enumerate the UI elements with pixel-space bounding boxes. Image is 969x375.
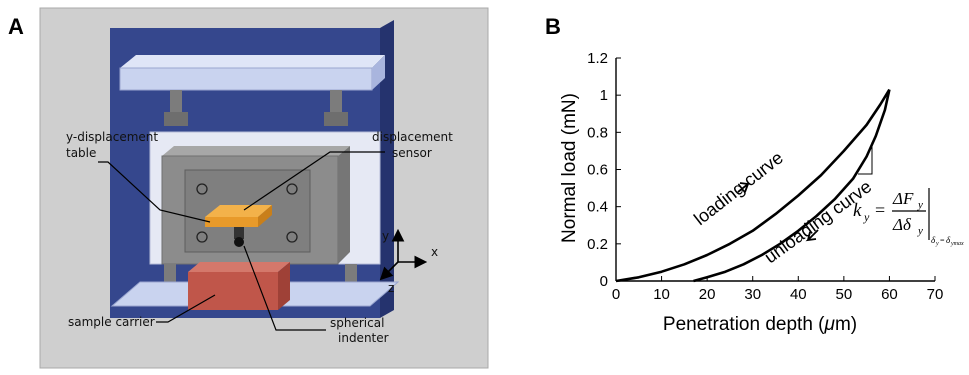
x-tick-label: 50 bbox=[836, 286, 853, 303]
screw-3 bbox=[196, 231, 208, 243]
eq-dF-sub: y bbox=[917, 199, 923, 211]
y-tick-label: 0.6 bbox=[587, 162, 608, 179]
axis-label-z: z bbox=[388, 281, 394, 295]
screw-4 bbox=[286, 231, 298, 243]
top-nut-right bbox=[324, 112, 348, 126]
block-top bbox=[162, 146, 350, 156]
unloading-arrow bbox=[805, 229, 819, 242]
y-tick-label: 0 bbox=[600, 273, 608, 290]
label-sensor: sensor bbox=[392, 146, 432, 160]
leader-sensor bbox=[243, 151, 385, 211]
label-sample-carrier: sample carrier bbox=[68, 315, 155, 329]
block-side bbox=[338, 146, 350, 264]
eq-equals: = bbox=[875, 200, 885, 220]
label-y-displacement: y-displacement bbox=[66, 130, 158, 144]
slope-triangle bbox=[858, 142, 873, 175]
x-tick-label: 10 bbox=[653, 286, 670, 303]
sample-top bbox=[188, 262, 290, 272]
x-tick-label: 60 bbox=[881, 286, 898, 303]
x-tick-label: 70 bbox=[927, 286, 944, 303]
label-displacement: displacement bbox=[372, 130, 453, 144]
y-tick-label: 1.2 bbox=[587, 50, 608, 67]
eq-dd: Δδ bbox=[892, 215, 912, 234]
eq-cond-sub2: ymax bbox=[950, 241, 964, 247]
x-tick-label: 30 bbox=[744, 286, 761, 303]
x-tick-label: 0 bbox=[612, 286, 620, 303]
y-tick-label: 0.2 bbox=[587, 236, 608, 253]
indenter-stem bbox=[234, 227, 244, 239]
loading-arrow bbox=[737, 182, 751, 193]
unloading-curve bbox=[693, 89, 891, 283]
top-plate-top bbox=[120, 55, 385, 68]
table-side bbox=[258, 205, 272, 227]
eq-cond-sub1: y bbox=[935, 241, 939, 247]
panel-a-letter: A bbox=[8, 14, 24, 39]
indenter-sphere bbox=[234, 237, 244, 247]
top-post-left bbox=[170, 90, 182, 114]
leader-sample bbox=[156, 294, 216, 323]
label-spherical: spherical bbox=[330, 316, 384, 330]
loading-curve bbox=[615, 88, 891, 283]
series-group bbox=[615, 88, 891, 283]
eq-cond-delta1: δ bbox=[931, 235, 936, 245]
label-table: table bbox=[66, 146, 96, 160]
axis-label-x: x bbox=[431, 245, 438, 259]
eq-dF: ΔF bbox=[892, 189, 914, 208]
leader-table bbox=[98, 161, 211, 223]
y-tick-label: 1 bbox=[600, 87, 608, 104]
axis-ticks: 0 10 20 30 40 50 60 70 0 0.2 0.4 0.6 0.8 1 1.2 bbox=[587, 50, 943, 303]
top-post-right bbox=[330, 90, 342, 114]
top-plate-side bbox=[372, 55, 385, 90]
top-nut-left bbox=[164, 112, 188, 126]
orange-table bbox=[205, 217, 258, 227]
eq-k: k bbox=[853, 200, 862, 221]
eq-cond-eq: = bbox=[940, 236, 945, 245]
eq-cond-delta2: δ bbox=[946, 235, 951, 245]
panel-b-letter: B bbox=[545, 14, 561, 39]
x-tick-label: 40 bbox=[790, 286, 807, 303]
table-top bbox=[205, 205, 272, 217]
sample-side bbox=[278, 262, 290, 310]
screw-2 bbox=[286, 183, 298, 195]
label-indenter: indenter bbox=[338, 331, 389, 345]
z-axis-arrow bbox=[379, 261, 399, 281]
unloading-curve-label: unloading curve bbox=[761, 176, 876, 267]
sample-carrier bbox=[188, 272, 278, 310]
leader-indenter bbox=[243, 245, 326, 331]
y-tick-label: 0.8 bbox=[587, 124, 608, 141]
eq-dd-sub: y bbox=[917, 225, 923, 237]
blue-frame-side bbox=[380, 20, 394, 318]
stiffness-equation: k y = ΔF y Δδ y δ y = δ ymax bbox=[853, 188, 964, 247]
y-tick-label: 0.4 bbox=[587, 199, 608, 216]
eq-k-sub: y bbox=[863, 210, 870, 224]
axis-label-y: y bbox=[382, 229, 389, 243]
x-tick-label: 20 bbox=[699, 286, 716, 303]
screw-1 bbox=[196, 183, 208, 195]
y-axis-title: Normal load (mN) bbox=[559, 93, 580, 243]
x-axis-title: Penetration depth (μm) bbox=[663, 314, 857, 335]
